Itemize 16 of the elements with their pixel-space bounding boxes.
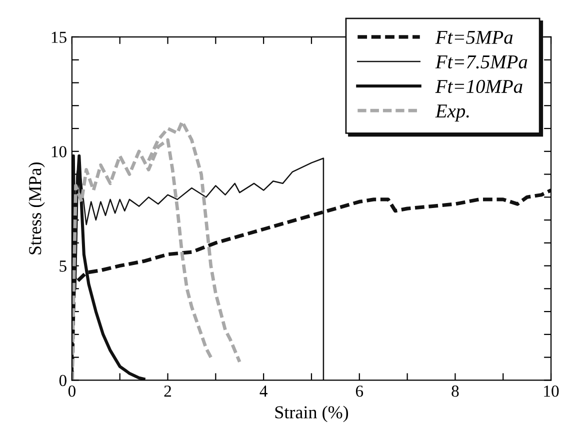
y-tick-label: 0 — [59, 374, 66, 386]
legend-label: Ft=7.5MPa — [435, 56, 528, 69]
x-tick-label: 4 — [260, 386, 268, 397]
legend-label: Exp. — [435, 104, 469, 122]
legend-label: Ft=5MPa — [435, 30, 513, 44]
y-axis-title: Stress (MPa) — [28, 162, 45, 254]
legend-label: Ft=10MPa — [435, 80, 522, 94]
y-tick-label: 10 — [52, 146, 66, 158]
x-tick-label: 2 — [164, 386, 172, 397]
x-tick-label: 10 — [544, 386, 559, 397]
x-tick-label: 0 — [68, 386, 76, 397]
x-axis-title: Strain (%) — [275, 406, 348, 422]
x-tick-label: 6 — [356, 386, 364, 397]
x-tick-label: 8 — [452, 386, 459, 397]
y-tick-label: 15 — [52, 32, 66, 43]
y-tick-label: 5 — [60, 260, 66, 272]
